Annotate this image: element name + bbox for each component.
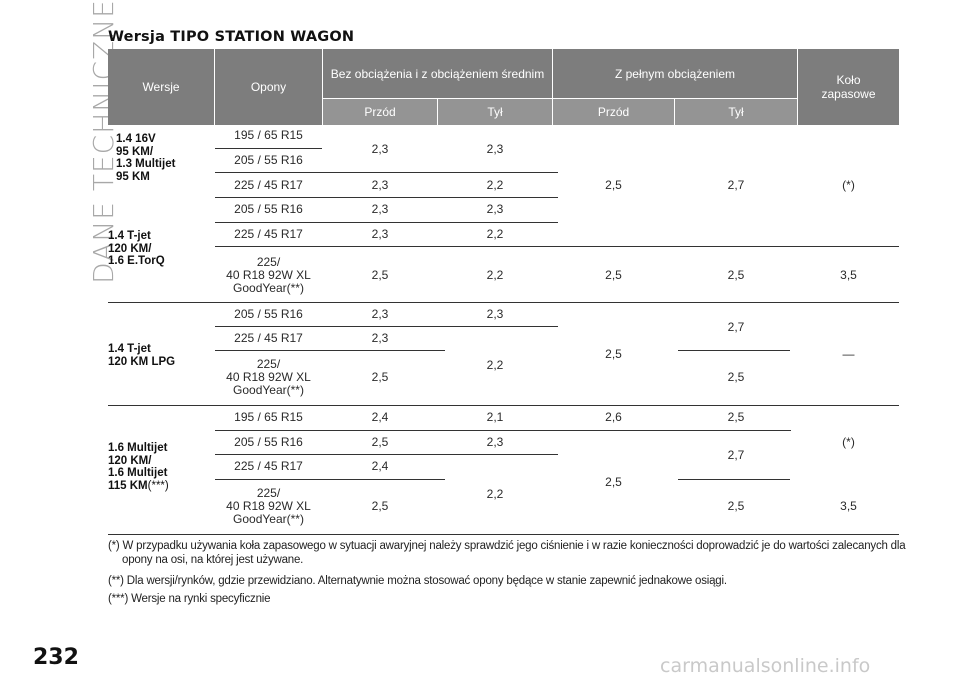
tire-size: 205 / 55 R16	[234, 153, 303, 167]
tire-size: 225 / 45 R17	[234, 459, 303, 473]
tire-size: 205 / 55 R16	[234, 202, 303, 216]
pressure-value: 2,2	[486, 227, 504, 241]
pressure-value: 2,5	[605, 268, 622, 282]
pressure-value: 2,6	[605, 410, 622, 424]
rule	[215, 222, 558, 223]
pressure-value: 2,7	[727, 178, 745, 192]
pressure-value: 2,5	[727, 410, 745, 424]
pressure-value: 2,5	[371, 499, 389, 513]
pressure-value: 2,5	[727, 499, 745, 513]
pressure-value: 2,3	[486, 142, 504, 156]
rule	[108, 302, 899, 303]
header-opony: Opony	[215, 49, 322, 125]
pressure-value: 2,5	[371, 370, 389, 384]
header-pelne-obciazenie: Z pełnym obciążeniem	[553, 49, 797, 98]
pressure-value: 2,3	[371, 307, 389, 321]
header-bez-obciazenia: Bez obciążenia i z obciążeniem średnim	[323, 49, 552, 98]
page-title: Wersja TIPO STATION WAGON	[108, 29, 355, 45]
footnote: (***) Wersje na rynki specyficznie	[108, 593, 271, 605]
pressure-value: 2,7	[727, 320, 745, 334]
pressure-value: 2,3	[371, 202, 389, 216]
header-tyl-2: Tył	[675, 99, 797, 125]
pressure-value: 2,4	[371, 459, 389, 473]
footnote: (**) Dla wersji/rynków, gdzie przewidzia…	[108, 575, 727, 587]
rule	[108, 534, 899, 535]
pressure-value: 2,5	[371, 435, 389, 449]
rule	[215, 148, 322, 149]
header-przod-2: Przód	[553, 99, 674, 125]
pressure-value: 2,3	[371, 178, 389, 192]
header-przod-1: Przód	[323, 99, 437, 125]
pressure-value: 2,7	[727, 448, 745, 462]
pressure-value: 2,1	[486, 410, 504, 424]
pressure-value: 2,5	[371, 268, 389, 282]
rule	[215, 197, 558, 198]
rule	[678, 479, 790, 480]
pressure-value: 2,3	[371, 227, 389, 241]
rule	[215, 172, 558, 173]
spare-wheel-value: 3,5	[840, 499, 857, 513]
tire-size: 205 / 55 R16	[234, 435, 303, 449]
rule	[678, 350, 790, 351]
tire-size: 205 / 55 R16	[234, 307, 303, 321]
version-label: 1.4 16V 95 KM/ 1.3 Multijet 95 KM	[116, 133, 176, 183]
tire-size: 225 / 45 R17	[234, 227, 303, 241]
version-label: 1.4 T-jet 120 KM LPG	[108, 343, 176, 368]
version-label: 1.4 T-jet 120 KM/ 1.6 E.TorQ	[108, 230, 165, 267]
rule	[215, 454, 558, 455]
tire-size: 225/ 40 R18 92W XL GoodYear(**)	[226, 357, 311, 397]
version-label: 1.6 Multijet 120 KM/ 1.6 Multijet 115 KM…	[108, 442, 169, 492]
pressure-value: 2,3	[486, 435, 504, 449]
pressure-value: 2,2	[486, 487, 504, 501]
rule	[215, 350, 445, 351]
pressure-value: 2,4	[371, 410, 389, 424]
header-kolo-zapasowe: Koło zapasowe	[798, 49, 899, 125]
footnote: (*) W przypadku używania koła zapasowego…	[108, 540, 906, 566]
tire-size: 225/ 40 R18 92W XL GoodYear(**)	[226, 255, 311, 295]
rule	[215, 326, 558, 327]
spare-wheel-value: (*)	[842, 435, 855, 449]
header-wersje: Wersje	[108, 49, 214, 125]
rule	[215, 246, 899, 247]
tire-size: 225 / 45 R17	[234, 331, 303, 345]
tire-size: 195 / 65 R15	[234, 410, 303, 424]
rule	[215, 479, 445, 480]
pressure-value: 2,3	[371, 331, 389, 345]
spare-wheel-value: —	[842, 347, 855, 361]
pressure-value: 2,2	[486, 178, 504, 192]
pressure-value: 2,5	[605, 347, 622, 361]
pressure-value: 2,2	[486, 268, 504, 282]
rule	[108, 405, 899, 406]
pressure-value: 2,2	[486, 358, 504, 372]
page-number: 232	[33, 645, 79, 670]
pressure-value: 2,5	[605, 475, 622, 489]
pressure-value: 2,3	[486, 202, 504, 216]
pressure-value: 2,5	[727, 268, 745, 282]
tire-size: 225/ 40 R18 92W XL GoodYear(**)	[226, 486, 311, 526]
section-side-title: DANE TECHNICZNE	[86, 0, 120, 284]
pressure-value: 2,3	[371, 142, 389, 156]
tire-size: 225 / 45 R17	[234, 178, 303, 192]
pressure-value: 2,5	[727, 370, 745, 384]
spare-wheel-value: 3,5	[840, 268, 857, 282]
tire-size: 195 / 65 R15	[234, 128, 303, 142]
pressure-value: 2,5	[605, 178, 622, 192]
watermark: carmanualsonline.info	[660, 655, 871, 677]
rule	[215, 430, 791, 431]
spare-wheel-value: (*)	[842, 178, 855, 192]
pressure-value: 2,3	[486, 307, 504, 321]
header-tyl-1: Tył	[438, 99, 552, 125]
